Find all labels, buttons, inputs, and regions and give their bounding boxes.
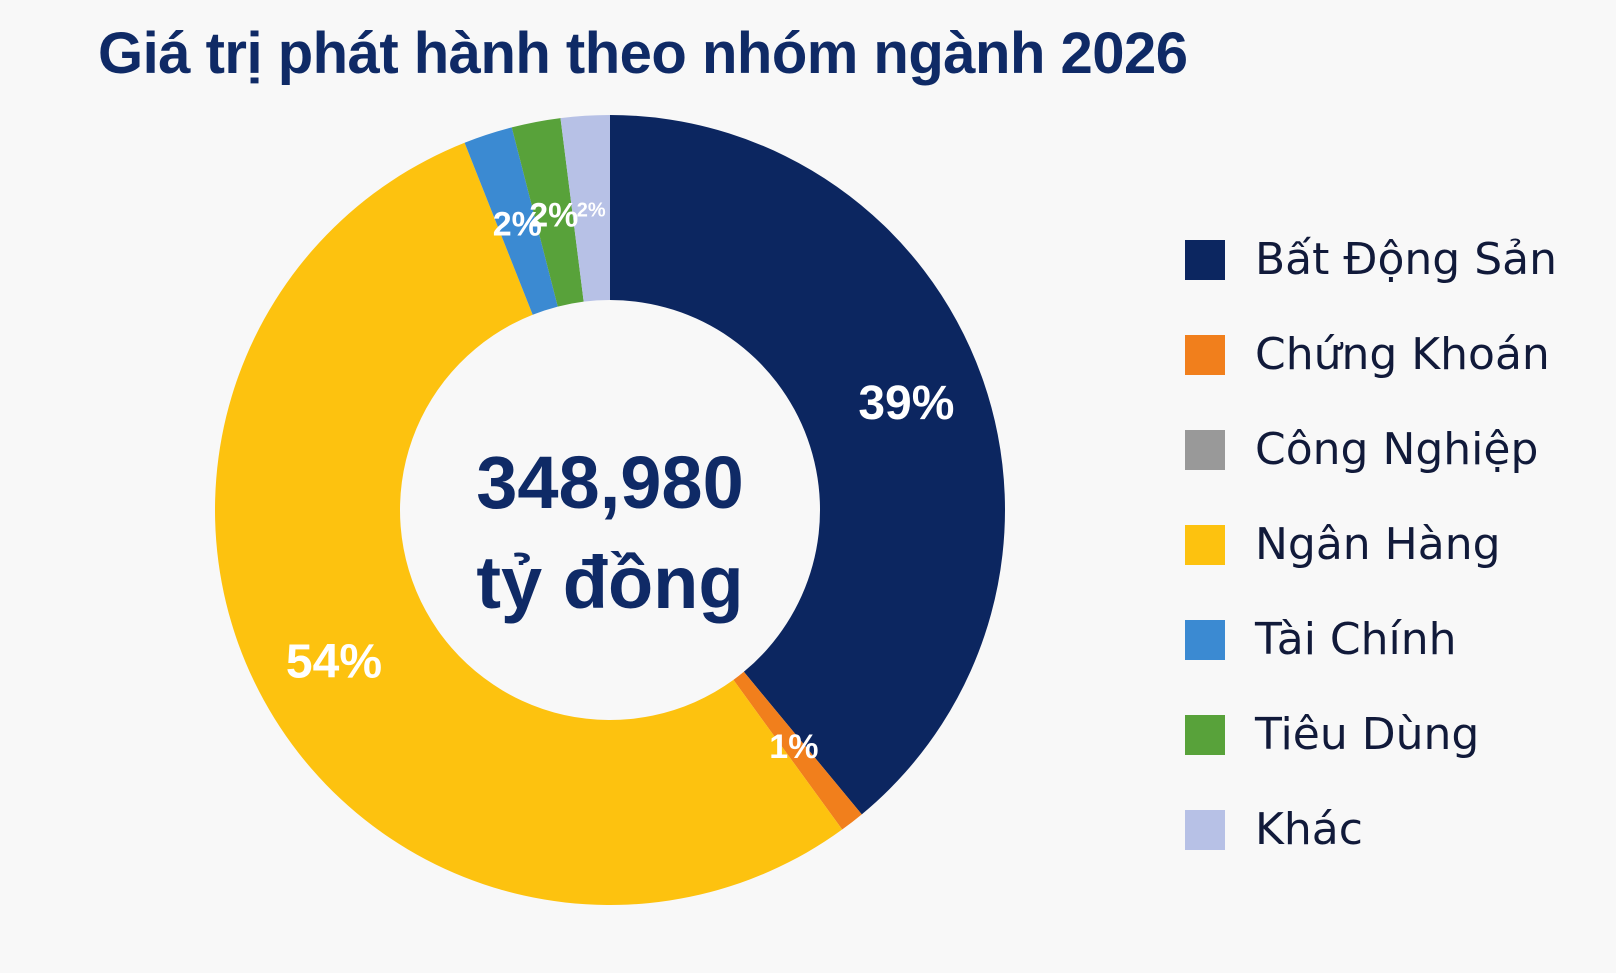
slice-tieu-dung [511, 118, 584, 307]
legend-label: Chứng Khoán [1255, 329, 1550, 380]
slice-labels: 39%1%54%2%2%2% [286, 196, 954, 766]
legend-swatch [1185, 524, 1225, 565]
legend-label: Tài Chính [1255, 614, 1457, 665]
legend-label: Ngân Hàng [1255, 519, 1501, 570]
legend-item-tai-chinh: Tài Chính [1185, 592, 1557, 687]
legend-swatch [1185, 809, 1225, 850]
slice-label-ngan-hang: 54% [286, 635, 382, 688]
legend-item-cong-nghiep: Công Nghiệp [1185, 402, 1557, 497]
donut-slices [215, 115, 1006, 905]
slice-tai-chinh [464, 127, 558, 315]
legend-label: Bất Động Sản [1255, 234, 1557, 285]
slice-label-tieu-dung: 2% [529, 196, 578, 234]
chart-legend: Bất Động Sản Chứng Khoán Công Nghiệp Ngân H… [1185, 212, 1557, 877]
legend-swatch [1185, 429, 1225, 470]
legend-item-tieu-dung: Tiêu Dùng [1185, 687, 1557, 782]
legend-label: Khác [1255, 804, 1363, 855]
slice-bat-dong-san [610, 115, 1006, 815]
slice-label-bat-dong-san: 39% [858, 377, 954, 430]
legend-swatch [1185, 239, 1225, 280]
slice-khac [560, 115, 610, 302]
legend-item-ngan-hang: Ngân Hàng [1185, 497, 1557, 592]
chart-title: Giá trị phát hành theo nhóm ngành 2026 [98, 21, 1188, 86]
legend-item-bat-dong-san: Bất Động Sản [1185, 212, 1557, 307]
legend-item-khac: Khác [1185, 782, 1557, 877]
legend-swatch [1185, 334, 1225, 375]
slice-label-tai-chinh: 2% [493, 206, 542, 244]
slice-label-khac: 2% [577, 200, 606, 222]
legend-label: Công Nghiệp [1255, 424, 1539, 475]
center-total-unit: tỷ đồng [476, 541, 744, 624]
legend-swatch [1185, 619, 1225, 660]
center-total-value: 348,980 [476, 441, 744, 524]
legend-label: Tiêu Dùng [1255, 709, 1480, 760]
legend-swatch [1185, 714, 1225, 755]
slice-ngan-hang [215, 142, 843, 905]
legend-item-chung-khoan: Chứng Khoán [1185, 307, 1557, 402]
slice-chung-khoan [733, 671, 862, 830]
slice-label-chung-khoan: 1% [769, 728, 818, 766]
